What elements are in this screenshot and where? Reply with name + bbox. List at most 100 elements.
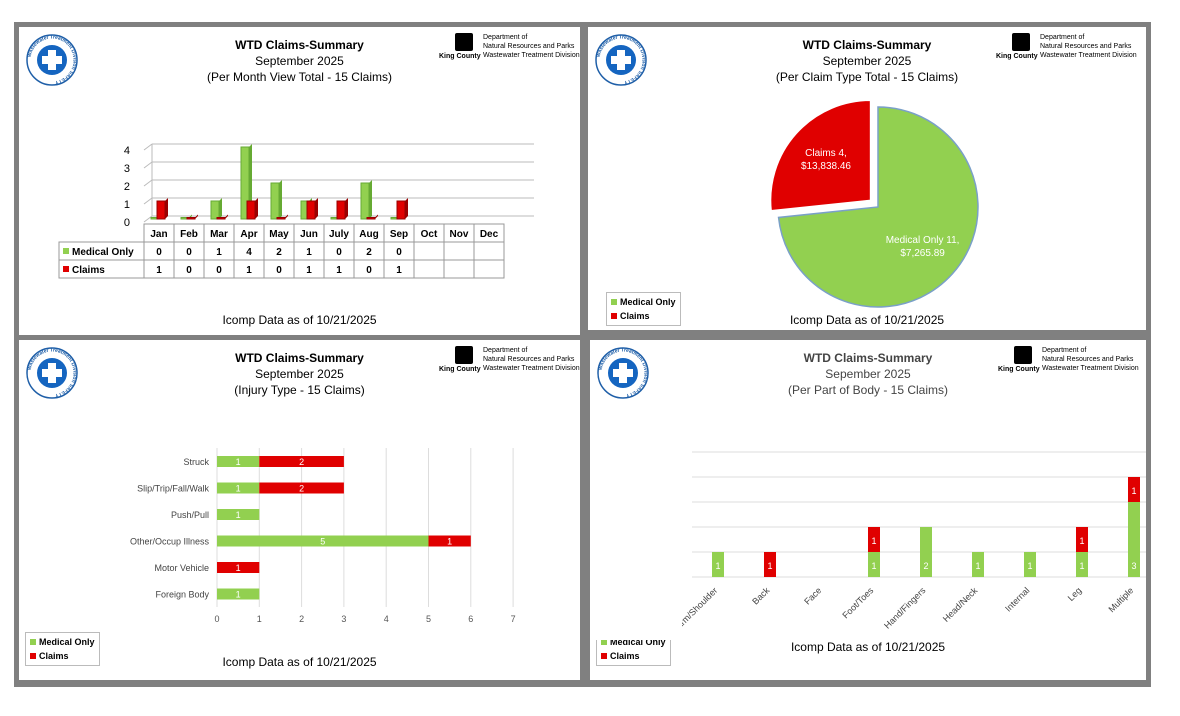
x-tick-label: 1 <box>257 614 262 624</box>
dept-line: Department of <box>483 34 528 41</box>
panel-per-month: Wastewater Treatment Division SAFETY WTD … <box>19 27 580 335</box>
pie-slice-medical-only <box>777 106 979 308</box>
data-date-footer: Icomp Data as of 10/21/2025 <box>222 313 377 327</box>
chart-description: (Per Month View Total - 15 Claims) <box>207 70 392 84</box>
bar-value-label: 1 <box>1027 561 1032 571</box>
y-tick-label: 3 <box>124 163 130 175</box>
bar-value-label: 1 <box>1079 561 1084 571</box>
bar-value-label: 1 <box>715 561 720 571</box>
x-tick-label: Dec <box>480 229 499 240</box>
bar-medical-only <box>1128 502 1140 577</box>
table-value: 0 <box>396 247 402 258</box>
table-value: 1 <box>336 265 342 276</box>
bar-side <box>285 214 288 219</box>
slice-label: Medical Only 11, <box>886 235 960 246</box>
bar-side <box>249 144 252 219</box>
chart-description: (Per Part of Body - 15 Claims) <box>787 383 949 397</box>
chart-header: WTD Claims-Summary September 2025 (Per Mon… <box>19 37 580 85</box>
chart-svg: 012345Arm/Shoulder1Back1FaceFoot/Toes11H… <box>590 440 1146 640</box>
chart-title: WTD Claims-Summary <box>802 38 932 52</box>
chart-svg: Wastewater Treatment Division SAFETY <box>26 347 78 399</box>
department-name: Department of Natural Resources and Parks… <box>483 346 580 373</box>
x-tick-label: 6 <box>468 614 473 624</box>
bar-medical-only <box>217 509 260 520</box>
x-tick-label: May <box>269 229 289 240</box>
bar-value-label: 1 <box>1079 536 1084 546</box>
gridline <box>143 161 153 169</box>
bar-claims <box>246 200 256 220</box>
bar-value-label: 1 <box>975 561 980 571</box>
dept-line: Wastewater Treatment Division <box>1040 52 1137 59</box>
legend-label: Medical Only <box>72 247 134 258</box>
king-county-mark-icon <box>455 346 473 364</box>
dept-line: Department of <box>483 347 528 354</box>
bar-medical-only <box>217 588 260 600</box>
x-tick-label: 2 <box>299 614 304 624</box>
table-value: 0 <box>366 265 372 276</box>
legend-label: Medical Only <box>610 637 666 647</box>
legend-swatch <box>601 653 607 659</box>
legend-label: Claims <box>72 265 105 276</box>
bar-medical-only <box>217 535 429 547</box>
bar-claims <box>306 200 316 220</box>
panel-part-of-body: Wastewater Treatment Division SAFETY WTD … <box>590 340 1146 680</box>
safety-badge-logo: Wastewater Treatment Division SAFETY <box>594 33 648 87</box>
bar-side <box>369 180 372 219</box>
data-date-footer: Icomp Data as of 10/21/2025 <box>789 313 945 327</box>
x-tick-label: Feb <box>180 229 198 240</box>
department-name: Department of Natural Resources and Parks… <box>1042 346 1139 373</box>
pie-slice-claims <box>769 99 872 212</box>
bar-claims <box>868 527 880 552</box>
bar-medical-only <box>972 552 984 577</box>
x-tick-label: Apr <box>240 229 257 240</box>
king-county-mark-icon <box>455 33 473 51</box>
x-tick-label: Jan <box>150 229 167 240</box>
legend-swatch <box>601 639 607 645</box>
chart-svg: Medical Only 11, $7,265.89 Claims 4, $13,83… <box>769 99 979 308</box>
x-tick-label: Nov <box>450 229 469 240</box>
x-tick-label: Face <box>802 585 823 606</box>
table-value: 2 <box>276 247 282 258</box>
bar-claims <box>156 200 166 220</box>
legend-item-claims: Claims <box>611 309 676 323</box>
cross-icon <box>613 363 633 383</box>
bar-value-label: 3 <box>1131 561 1136 571</box>
bar-value-label: 2 <box>923 561 928 571</box>
bar-claims <box>217 562 260 573</box>
bar-claims <box>1076 527 1088 552</box>
legend: Medical Only Claims <box>25 632 100 666</box>
data-date-footer: Icomp Data as of 10/21/2025 <box>222 655 377 669</box>
dept-line: Natural Resources and Parks <box>1042 356 1134 363</box>
dept-line: Natural Resources and Parks <box>483 356 575 363</box>
y-tick-label: 2 <box>124 181 130 193</box>
cross-icon <box>611 50 631 70</box>
bar-value-label: 2 <box>299 457 304 467</box>
slice-amount: $13,838.46 <box>801 161 851 172</box>
x-tick-label: Jun <box>300 229 318 240</box>
table-value: 0 <box>186 247 192 258</box>
bar-claims <box>428 535 471 547</box>
bar-medical-only <box>920 527 932 577</box>
bar-claims <box>336 200 346 220</box>
bar-claims <box>216 217 226 220</box>
bar-medical-only <box>868 552 880 577</box>
bar-value-label: 1 <box>871 561 876 571</box>
bar-side <box>219 198 222 219</box>
x-tick-label: 0 <box>214 614 219 624</box>
table-value: 1 <box>156 265 162 276</box>
bar-value-label: 1 <box>1131 486 1136 496</box>
bar-medical-only <box>210 200 220 220</box>
bar-claims <box>396 200 406 220</box>
y-tick-label: Struck <box>183 457 209 467</box>
bar-side <box>195 214 198 219</box>
gridline <box>143 143 153 151</box>
x-tick-label: Internal <box>1003 585 1031 613</box>
legend-label: Claims <box>610 651 640 661</box>
bar-claims <box>186 217 196 220</box>
gridline <box>143 179 153 187</box>
table-value: 1 <box>396 265 402 276</box>
y-tick-label: Slip/Trip/Fall/Walk <box>137 484 209 494</box>
chart-subtitle: Sepember 2025 <box>825 367 911 381</box>
safety-badge-logo: Wastewater Treatment Division SAFETY <box>25 346 79 400</box>
x-tick-label: Aug <box>359 229 378 240</box>
